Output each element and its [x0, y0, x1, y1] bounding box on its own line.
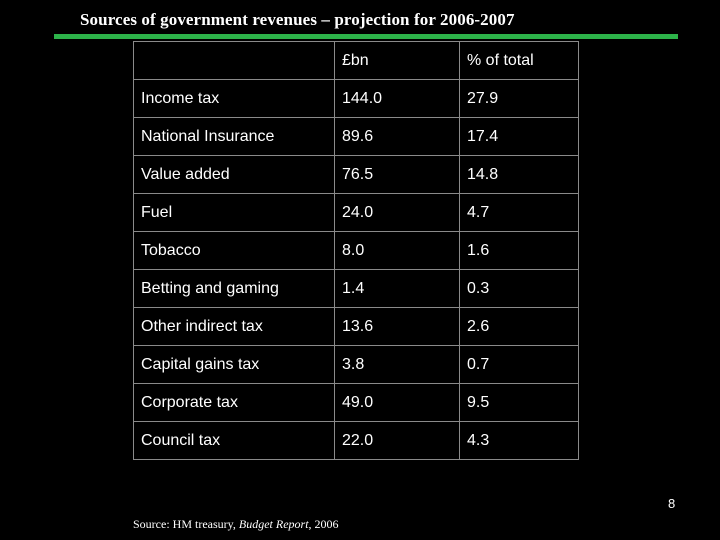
cell-percent: 0.7: [459, 345, 579, 384]
cell-bn: 3.8: [334, 345, 460, 384]
cell-percent: 4.3: [459, 421, 579, 460]
cell-category: National Insurance: [133, 117, 335, 156]
cell-category: Other indirect tax: [133, 307, 335, 346]
table-body: Income tax 144.0 27.9 National Insurance 89.…: [133, 79, 579, 460]
table-row: Value added 76.5 14.8: [133, 155, 579, 194]
table-row: Council tax 22.0 4.3: [133, 421, 579, 460]
table-row: Tobacco 8.0 1.6: [133, 231, 579, 270]
table-row: National Insurance 89.6 17.4: [133, 117, 579, 156]
slide-title: Sources of government revenues – project…: [80, 10, 515, 29]
table-row: Fuel 24.0 4.7: [133, 193, 579, 232]
table-row: Betting and gaming 1.4 0.3: [133, 269, 579, 308]
table-header-row: £bn % of total: [133, 41, 579, 80]
cell-bn: 144.0: [334, 79, 460, 118]
cell-bn: 49.0: [334, 383, 460, 422]
cell-bn: 1.4: [334, 269, 460, 308]
cell-category: Fuel: [133, 193, 335, 232]
table-row: Income tax 144.0 27.9: [133, 79, 579, 118]
cell-bn: 76.5: [334, 155, 460, 194]
cell-category: Tobacco: [133, 231, 335, 270]
cell-bn: 24.0: [334, 193, 460, 232]
cell-category: Corporate tax: [133, 383, 335, 422]
table-row: Corporate tax 49.0 9.5: [133, 383, 579, 422]
source-note: Source: HM treasury, Budget Report, 2006: [133, 517, 339, 532]
cell-category: Council tax: [133, 421, 335, 460]
source-suffix: , 2006: [308, 517, 339, 531]
cell-bn: 13.6: [334, 307, 460, 346]
cell-percent: 14.8: [459, 155, 579, 194]
cell-bn: 22.0: [334, 421, 460, 460]
cell-bn: 8.0: [334, 231, 460, 270]
cell-percent: 4.7: [459, 193, 579, 232]
cell-category: Capital gains tax: [133, 345, 335, 384]
cell-bn: 89.6: [334, 117, 460, 156]
cell-percent: 17.4: [459, 117, 579, 156]
source-publication: Budget Report: [238, 517, 309, 531]
cell-percent: 27.9: [459, 79, 579, 118]
header-category: [133, 41, 335, 80]
header-percent: % of total: [459, 41, 579, 80]
cell-percent: 9.5: [459, 383, 579, 422]
page-number: 8: [668, 496, 676, 511]
revenue-table: £bn % of total Income tax 144.0 27.9 Nation…: [133, 41, 579, 460]
header-bn: £bn: [334, 41, 460, 80]
cell-category: Betting and gaming: [133, 269, 335, 308]
title-underline: [54, 34, 678, 39]
source-prefix: Source: HM treasury,: [133, 517, 239, 531]
cell-category: Value added: [133, 155, 335, 194]
table-row: Capital gains tax 3.8 0.7: [133, 345, 579, 384]
table-row: Other indirect tax 13.6 2.6: [133, 307, 579, 346]
cell-percent: 0.3: [459, 269, 579, 308]
cell-percent: 1.6: [459, 231, 579, 270]
cell-percent: 2.6: [459, 307, 579, 346]
cell-category: Income tax: [133, 79, 335, 118]
